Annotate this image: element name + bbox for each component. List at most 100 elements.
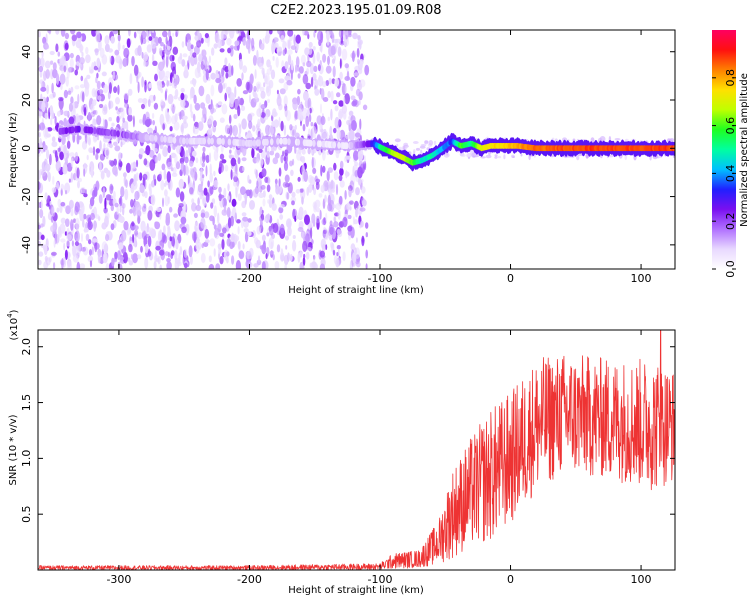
snr-y-tick-label: 1.5 bbox=[20, 394, 33, 412]
spectrogram-noise-blob bbox=[300, 54, 306, 65]
spectrogram-noise-blob bbox=[161, 163, 166, 171]
spectrogram-ridge-core bbox=[153, 134, 158, 142]
spectrogram-ridge-core bbox=[138, 133, 142, 141]
spectrogram-noise-blob bbox=[314, 30, 317, 33]
spectrogram-noise-blob bbox=[192, 126, 199, 135]
spectrogram-noise-blob bbox=[331, 242, 335, 253]
spectrogram-noise-blob bbox=[93, 242, 100, 250]
spectrogram-noise-blob bbox=[299, 188, 304, 193]
spectrogram-noise-blob bbox=[327, 194, 331, 206]
spectrogram-noise-blob bbox=[312, 167, 317, 174]
snr-x-tick-label: 0 bbox=[507, 573, 514, 586]
spectrogram-noise-blob bbox=[179, 246, 183, 255]
spectrogram-noise-blob bbox=[152, 60, 158, 66]
spectrogram-noise-blob bbox=[279, 88, 286, 95]
spectrogram-noise-blob bbox=[237, 157, 241, 165]
spectrogram-noise-blob bbox=[86, 74, 91, 80]
spectrogram-noise-blob bbox=[68, 102, 74, 112]
spectrogram-noise-blob bbox=[88, 239, 92, 245]
spectrogram-noise-blob bbox=[247, 113, 253, 123]
spectrogram-noise-blob bbox=[672, 155, 675, 158]
snr-y-scale-base: (x10 bbox=[9, 318, 20, 341]
colorbar: 0.0 0.2 0.4 0.6 0.8 Normalized spectral ampl… bbox=[712, 30, 750, 278]
spectrogram-noise-blob bbox=[147, 235, 152, 248]
snr-y-label: SNR (10 * v/v) bbox=[8, 414, 19, 485]
spectrogram-noise-blob bbox=[305, 82, 312, 90]
spectrogram-noise-blob bbox=[312, 53, 316, 65]
spectrogram-noise-blob bbox=[181, 59, 186, 67]
spectrogram-noise-blob bbox=[307, 108, 310, 118]
spectrogram-noise-blob bbox=[433, 140, 437, 146]
spectrogram-noise-blob bbox=[213, 180, 219, 188]
spectrogram-noise-blob bbox=[51, 187, 57, 193]
spectrogram-noise-blob bbox=[85, 221, 88, 231]
spectrogram-noise-blob bbox=[163, 182, 167, 187]
spectrogram-noise-blob bbox=[92, 238, 98, 243]
spectrogram-noise-blob bbox=[112, 70, 116, 80]
spectrogram-y-ticks: -40 -20 0 20 40 bbox=[20, 45, 675, 254]
spectrogram-noise-blob bbox=[55, 160, 61, 172]
spectrogram-noise-blob bbox=[277, 30, 282, 35]
spectrogram-noise-blob bbox=[253, 85, 257, 92]
spectrogram-noise-blob bbox=[124, 188, 129, 201]
spectrogram-noise-blob bbox=[274, 260, 280, 269]
spectrogram-noise-blob bbox=[117, 84, 120, 95]
spectrogram-noise-blob bbox=[208, 263, 215, 269]
spectrogram-noise-blob bbox=[48, 30, 52, 35]
spectrogram-noise-blob bbox=[328, 77, 332, 85]
spectrogram-noise-blob bbox=[224, 92, 227, 102]
spectrogram-noise-blob bbox=[171, 115, 177, 125]
spectrogram-noise-blob bbox=[205, 68, 209, 81]
spectrogram-noise-blob bbox=[355, 207, 358, 218]
spectrogram-noise-blob bbox=[174, 220, 180, 232]
spectrogram-noise-blob bbox=[137, 45, 142, 57]
spectrogram-noise-blob bbox=[226, 238, 231, 247]
spectrogram-noise-blob bbox=[303, 90, 309, 102]
spectrogram-noise-blob bbox=[152, 120, 156, 126]
spectrogram-noise-blob bbox=[127, 88, 133, 96]
spectrogram-ridge-core bbox=[309, 139, 313, 147]
spectrogram-noise-blob bbox=[287, 226, 292, 237]
spectrogram-noise-blob bbox=[96, 80, 101, 90]
spectrogram-noise-blob bbox=[159, 213, 162, 220]
spectrogram-noise-blob bbox=[123, 92, 129, 100]
spectrogram-noise-blob bbox=[227, 195, 230, 201]
spectrogram-noise-blob bbox=[326, 170, 330, 182]
spectrogram-noise-blob bbox=[113, 141, 118, 146]
spectrogram-noise-blob bbox=[154, 221, 161, 230]
spectrogram-noise-blob bbox=[350, 76, 356, 87]
spectrogram-noise-blob bbox=[199, 192, 203, 200]
spectrogram-noise-blob bbox=[183, 262, 188, 269]
spectrogram-noise-blob bbox=[221, 159, 227, 164]
spectrogram-noise-blob bbox=[333, 171, 339, 181]
spectrogram-noise-blob bbox=[269, 226, 274, 236]
spectrogram-noise-blob bbox=[326, 30, 330, 41]
spectrogram-noise-blob bbox=[144, 150, 150, 155]
spectrogram-noise-blob bbox=[83, 106, 87, 117]
spectrogram-noise-blob bbox=[233, 45, 240, 51]
spectrogram-ridge-core bbox=[150, 134, 155, 142]
snr-x-ticks: -300 -200 -100 0 100 bbox=[106, 330, 652, 586]
spectrogram-noise-blob bbox=[171, 76, 175, 89]
spectrogram-noise-blob bbox=[45, 257, 51, 266]
spectrogram-noise-blob bbox=[93, 65, 98, 71]
spectrogram-noise-blob bbox=[358, 177, 362, 186]
spectrogram-noise-blob bbox=[201, 151, 206, 163]
spectrogram-noise-blob bbox=[272, 55, 275, 61]
spectrogram-noise-blob bbox=[162, 234, 168, 244]
spectrogram-noise-blob bbox=[242, 147, 247, 157]
spectrogram-noise-blob bbox=[201, 243, 204, 249]
spectrogram-noise-blob bbox=[237, 240, 241, 250]
spectrogram-noise-blob bbox=[104, 212, 110, 221]
spectrogram-noise-blob bbox=[233, 114, 238, 119]
spectrogram-noise-blob bbox=[470, 150, 475, 156]
spectrogram-noise-blob bbox=[164, 195, 170, 207]
spectrogram-noise-blob bbox=[326, 37, 330, 46]
spectrogram-noise-blob bbox=[167, 239, 172, 249]
snr-x-tick-label: -300 bbox=[106, 573, 131, 586]
spectrogram-noise-blob bbox=[240, 219, 244, 229]
spectrogram-noise-blob bbox=[335, 184, 339, 196]
spectrogram-noise-blob bbox=[320, 164, 323, 177]
spectrogram-noise-blob bbox=[260, 218, 263, 229]
spectrogram-noise-blob bbox=[303, 171, 308, 182]
